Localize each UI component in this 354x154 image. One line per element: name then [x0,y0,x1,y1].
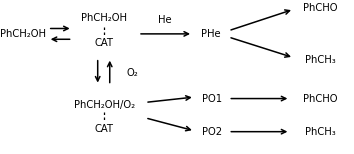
Text: PhCH₃: PhCH₃ [305,127,336,137]
Text: PhCHO: PhCHO [303,3,338,13]
Text: PhCHO: PhCHO [303,94,338,103]
Text: He: He [158,15,171,25]
Text: PO1: PO1 [202,94,222,103]
Text: O₂: O₂ [127,68,139,78]
Text: PhCH₂OH/O₂: PhCH₂OH/O₂ [74,100,135,110]
Text: PHe: PHe [201,29,221,39]
Text: PO2: PO2 [202,127,222,137]
Text: PhCH₃: PhCH₃ [305,55,336,65]
Text: CAT: CAT [95,124,114,134]
Text: PhCH₂OH: PhCH₂OH [0,29,46,39]
Text: PhCH₂OH: PhCH₂OH [81,14,127,23]
Text: CAT: CAT [95,38,114,48]
